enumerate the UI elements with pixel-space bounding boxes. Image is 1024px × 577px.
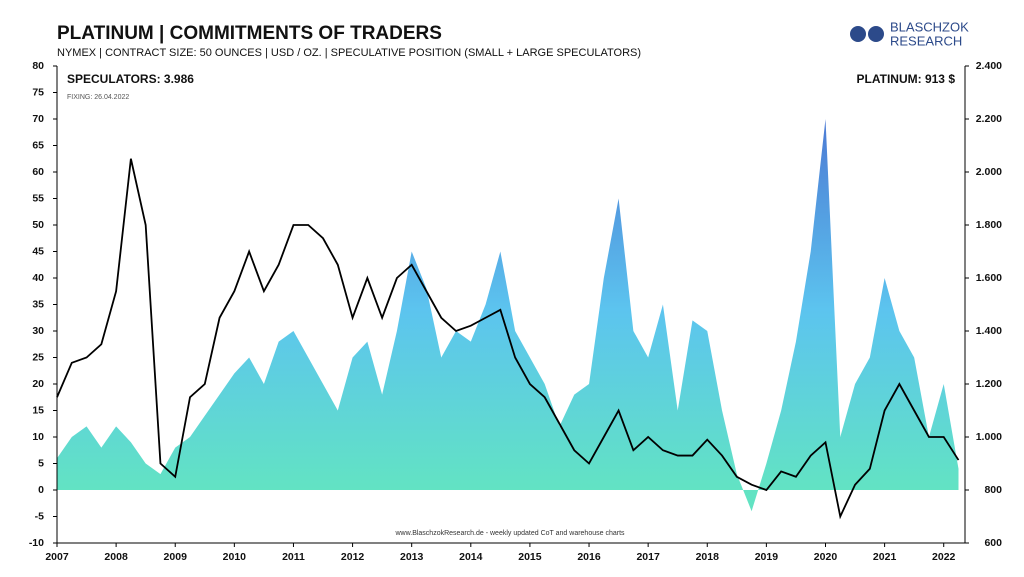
y2-tick-label: 1.000 <box>976 431 1002 443</box>
x-tick-label: 2007 <box>45 551 69 563</box>
chart-title: PLATINUM | COMMITMENTS OF TRADERS <box>57 23 442 44</box>
y2-tick-label: 1.800 <box>976 219 1002 231</box>
x-tick-label: 2017 <box>636 551 660 563</box>
y2-tick-label: 2.400 <box>976 60 1002 72</box>
y-tick-label: 5 <box>38 457 44 469</box>
y-tick-label: 40 <box>32 272 44 284</box>
y-tick-label: 75 <box>32 86 44 98</box>
x-tick-label: 2009 <box>164 551 188 563</box>
x-tick-label: 2019 <box>755 551 779 563</box>
y-tick-label: 15 <box>32 404 44 416</box>
x-tick-label: 2008 <box>104 551 128 563</box>
y-tick-label: 70 <box>32 113 44 125</box>
x-tick-label: 2011 <box>282 551 305 563</box>
y2-tick-label: 600 <box>984 537 1002 549</box>
y-tick-label: 0 <box>38 484 44 496</box>
y-tick-label: 65 <box>32 139 44 151</box>
y2-tick-label: 1.400 <box>976 325 1002 337</box>
y-tick-label: -5 <box>35 510 44 522</box>
annotation: PLATINUM: 913 $ <box>857 72 956 86</box>
y-tick-label: 20 <box>32 378 44 390</box>
logo-text: RESEARCH <box>890 33 962 48</box>
speculators-area <box>57 119 959 512</box>
y2-tick-label: 800 <box>984 484 1002 496</box>
logo: BLASCHZOK RESEARCH <box>850 19 969 48</box>
x-tick-label: 2021 <box>873 551 897 563</box>
y-tick-label: 60 <box>32 166 44 178</box>
y-tick-label: 35 <box>32 298 44 310</box>
x-tick-label: 2013 <box>400 551 424 563</box>
annotation: FIXING: 26.04.2022 <box>67 94 129 101</box>
y-tick-label: 55 <box>32 192 44 204</box>
y2-tick-label: 2.000 <box>976 166 1002 178</box>
y-tick-label: 30 <box>32 325 44 337</box>
y-tick-label: 10 <box>32 431 44 443</box>
x-tick-label: 2020 <box>814 551 838 563</box>
x-tick-label: 2012 <box>341 551 365 563</box>
price-line <box>56 158 960 520</box>
logo-text: BLASCHZOK <box>890 19 969 34</box>
x-tick-label: 2010 <box>223 551 247 563</box>
y-tick-label: 80 <box>32 60 44 72</box>
y-tick-label: -10 <box>29 537 44 549</box>
annotation: SPECULATORS: 3.986 <box>67 72 194 86</box>
footer: www.BlaschzokResearch.de - weekly update… <box>394 530 625 537</box>
y-tick-label: 50 <box>32 219 44 231</box>
x-tick-label: 2022 <box>932 551 956 563</box>
y2-tick-label: 1.200 <box>976 378 1002 390</box>
x-tick-label: 2015 <box>518 551 542 563</box>
x-tick-label: 2016 <box>577 551 601 563</box>
y2-tick-label: 1.600 <box>976 272 1002 284</box>
subtitle: NYMEX | CONTRACT SIZE: 50 OUNCES | USD /… <box>57 47 641 59</box>
x-tick-label: 2014 <box>459 551 483 563</box>
y2-tick-label: 2.200 <box>976 113 1002 125</box>
x-tick-label: 2018 <box>696 551 720 563</box>
y-tick-label: 45 <box>32 245 44 257</box>
y-tick-label: 25 <box>32 351 44 363</box>
